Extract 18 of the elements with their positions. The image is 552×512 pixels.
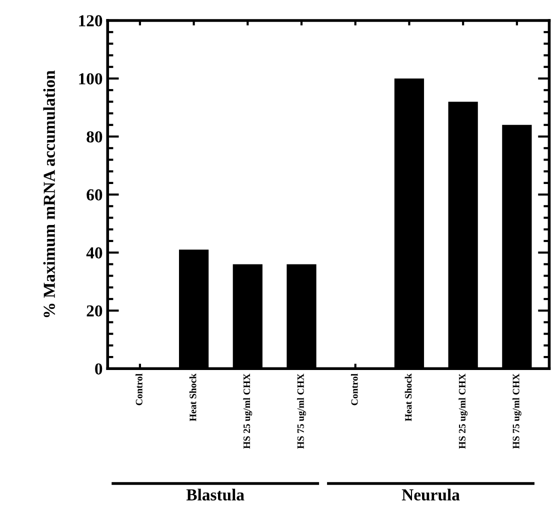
x-tick-label: Heat Shock bbox=[404, 374, 412, 422]
text: Blastula bbox=[186, 488, 244, 501]
y-tick-label: 0 bbox=[95, 363, 102, 375]
y-tick-label: 20 bbox=[86, 305, 102, 317]
x-tick-label: Control bbox=[350, 374, 358, 406]
y-tick-label: 60 bbox=[86, 189, 102, 201]
y-axis-title: % Maximum mRNA accumulation bbox=[43, 70, 56, 318]
y-tick-label: 120 bbox=[79, 15, 102, 26]
x-tick-label: HS 25 ug/ml CHX bbox=[458, 374, 468, 449]
x-tick-label: HS 75 ug/ml CHX bbox=[297, 374, 306, 449]
x-tick-label: HS 75 ug/ml CHX bbox=[512, 374, 522, 449]
y-tick-label: 100 bbox=[79, 73, 102, 84]
text: Neurula bbox=[402, 488, 460, 501]
y-tick-label: 80 bbox=[86, 131, 102, 142]
x-tick-label: Control bbox=[136, 374, 142, 406]
x-tick-label: Heat Shock bbox=[189, 374, 196, 422]
x-tick-label: HS 25 ug/ml CHX bbox=[243, 374, 252, 449]
y-tick-label: 40 bbox=[86, 247, 102, 259]
